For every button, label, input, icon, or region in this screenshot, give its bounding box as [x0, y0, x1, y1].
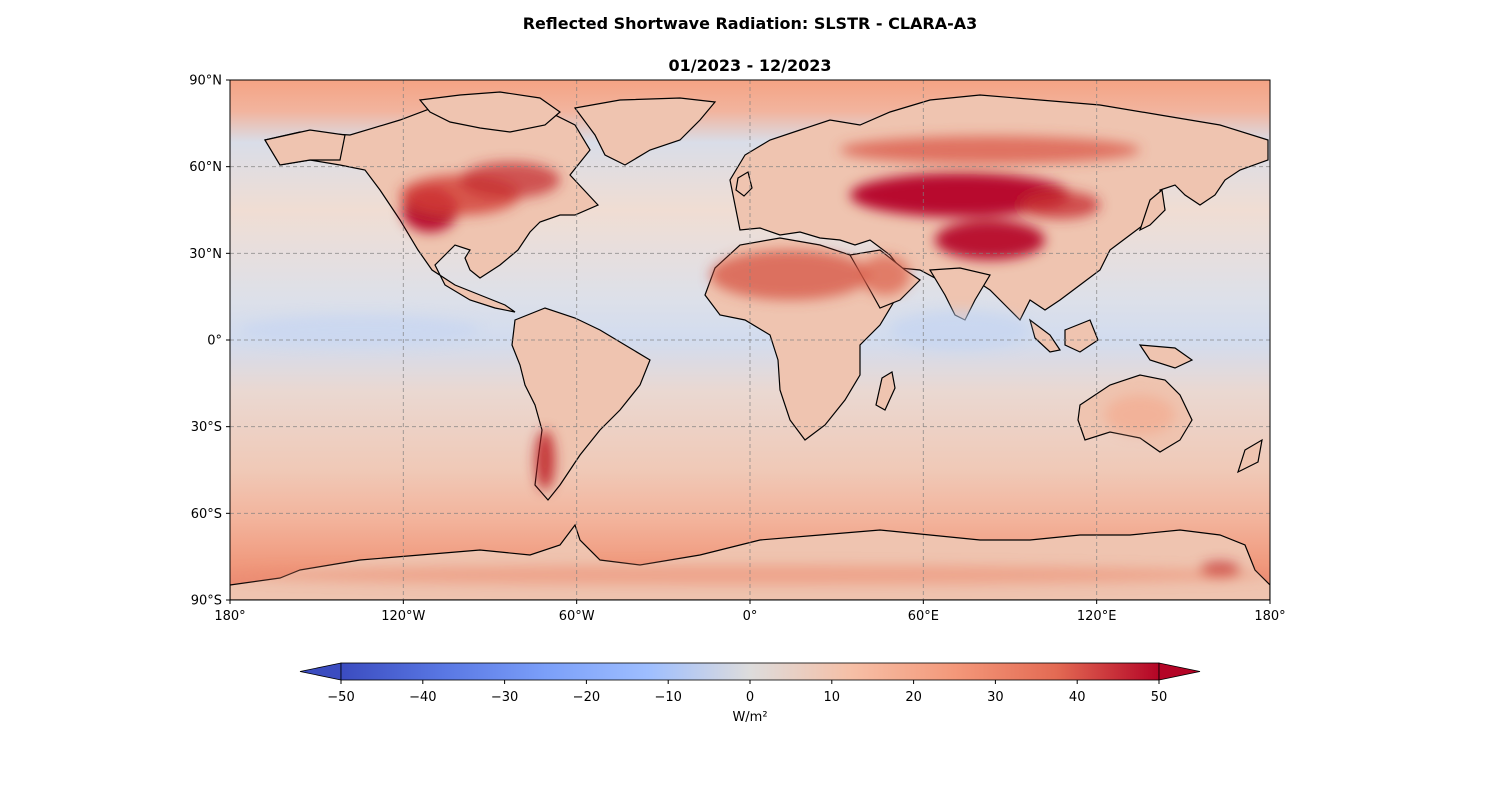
colorbar-body: [340, 662, 1160, 681]
colorbar-tick-label: 30: [987, 690, 1004, 705]
alaska: [264, 129, 346, 166]
india: [928, 267, 991, 321]
lat-tick-label: 90°N: [189, 74, 222, 89]
colorbar-tick-label: −30: [491, 690, 518, 705]
hotspot-patagonia: [535, 430, 555, 490]
hotspot-southern-ocean: [230, 565, 1270, 585]
hotspot-australia: [1105, 395, 1175, 435]
coldspot-indian-ocean: [890, 310, 1030, 350]
colorbar-extend-high: [1158, 662, 1201, 681]
borneo: [1064, 319, 1099, 353]
colorbar-tick-label: 0: [746, 690, 754, 705]
lon-tick-label: 0°: [743, 609, 758, 624]
hotspot-sahara: [710, 250, 870, 300]
gridlines: [230, 80, 1270, 600]
colorbar-tick-label: 20: [905, 690, 922, 705]
sumatra: [1028, 318, 1061, 353]
colorbar-tick-label: 10: [824, 690, 841, 705]
lon-tick-label: 120°E: [1077, 609, 1117, 624]
hotspot-mongolia: [1020, 191, 1100, 219]
colorbar: W/m² −50 −40 −30 −20 −10 0 10 20 30 40 50: [299, 662, 1201, 725]
colorbar-unit-label: W/m²: [732, 710, 767, 725]
lon-tick-label: 180°: [214, 609, 245, 624]
new-zealand: [1236, 438, 1263, 474]
coldspot-pacific: [240, 315, 480, 345]
lat-tick-label: 30°N: [189, 247, 222, 262]
new-guinea: [1138, 344, 1194, 369]
colorbar-tick-label: 50: [1151, 690, 1168, 705]
colorbar-tick-label: −10: [654, 690, 681, 705]
greenland: [573, 97, 717, 166]
hotspot-central-asia: [850, 173, 1070, 217]
colorbar-tick-label: 40: [1069, 690, 1086, 705]
hotspot-canada-2: [460, 162, 560, 198]
colorbar-tick-label: −40: [409, 690, 436, 705]
colorbar-tick-label: −20: [573, 690, 600, 705]
chart-title: Reflected Shortwave Radiation: SLSTR - C…: [522, 14, 978, 33]
lat-tick-label: 60°N: [189, 160, 222, 175]
lon-tick-label: 60°W: [559, 609, 595, 624]
lon-tick-label: 180°: [1254, 609, 1285, 624]
lat-tick-label: 30°S: [191, 420, 222, 435]
britain: [735, 171, 753, 197]
lat-tick-label: 0°: [207, 334, 222, 349]
canadian-islands: [418, 91, 561, 133]
lon-tick-label: 60°E: [908, 609, 939, 624]
colorbar-tick-label: −50: [327, 690, 354, 705]
japan: [1138, 188, 1166, 232]
anomaly-hotspots: [230, 136, 1270, 585]
chart-subtitle: 01/2023 - 12/2023: [668, 56, 832, 75]
madagascar: [875, 371, 896, 411]
lon-tick-label: 120°W: [381, 609, 425, 624]
hotspot-arabia: [860, 255, 910, 295]
lat-tick-label: 90°S: [191, 594, 222, 609]
hotspot-siberia-band: [840, 136, 1140, 164]
colorbar-extend-low: [299, 662, 342, 681]
hotspot-tibet: [935, 220, 1045, 260]
lat-tick-label: 60°S: [191, 507, 222, 522]
